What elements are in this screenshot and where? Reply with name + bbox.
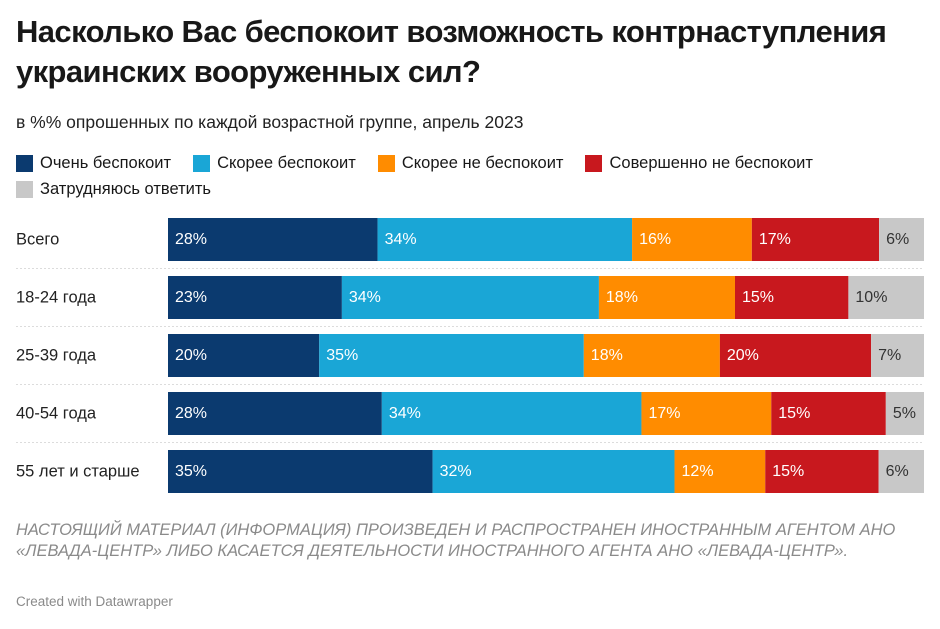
data-label: 35% (175, 463, 207, 480)
legend-label: Затрудняюсь ответить (40, 179, 212, 198)
data-label: 17% (648, 405, 680, 422)
bar-segment (641, 392, 772, 435)
legend-item: Очень беспокоит (16, 154, 171, 173)
chart-subtitle: в %% опрошенных по каждой возрастной гру… (16, 112, 524, 132)
category-label: 18-24 года (16, 289, 97, 307)
data-label: 34% (385, 231, 417, 248)
category-label: Всего (16, 231, 59, 249)
bar-segment (885, 392, 924, 435)
legend-swatch (16, 154, 33, 172)
legend-swatch (377, 154, 395, 172)
data-label: 6% (886, 231, 909, 248)
data-label: 18% (606, 289, 638, 306)
bar-segment (632, 218, 752, 261)
legend-swatch (16, 180, 33, 198)
bar-segment (168, 392, 382, 435)
bar-segment (168, 334, 320, 377)
legend-label: Скорее беспокоит (217, 153, 356, 172)
bar-segment (719, 334, 872, 377)
bar-segment (381, 392, 642, 435)
bar-segment (848, 276, 924, 319)
bar-segment (168, 450, 433, 493)
bar-segment (432, 450, 675, 493)
bar-segment (168, 218, 378, 261)
bar-segment (751, 218, 880, 261)
legend-label: Скорее не беспокоит (401, 153, 564, 172)
legend-item: Скорее беспокоит (193, 154, 356, 173)
data-label: 32% (440, 463, 472, 480)
data-label: 12% (682, 463, 714, 480)
data-label: 35% (326, 347, 358, 364)
foreign-agent-note: НАСТОЯЩИЙ МАТЕРИАЛ (ИНФОРМАЦИЯ) ПРОИЗВЕД… (16, 521, 896, 560)
category-label: 25-39 года (16, 347, 97, 365)
bar-segment (878, 450, 924, 493)
data-label: 15% (742, 289, 774, 306)
data-label: 28% (175, 405, 207, 422)
category-label: 40-54 года (16, 405, 97, 423)
bar-segment (735, 276, 849, 319)
bar-segment (377, 218, 633, 261)
bar-segment (168, 276, 342, 319)
bar-segment (583, 334, 720, 377)
bar-segment (598, 276, 735, 319)
bar-segment (771, 392, 886, 435)
data-label: 17% (759, 231, 791, 248)
data-label: 23% (175, 289, 207, 306)
data-label: 20% (727, 347, 759, 364)
data-label: 34% (389, 405, 421, 422)
legend-row: Затрудняюсь ответить (16, 176, 916, 202)
chart-title: Насколько Вас беспокоит возможность конт… (16, 14, 887, 89)
bar-segment (765, 450, 879, 493)
data-label: 15% (778, 405, 810, 422)
legend-swatch (585, 154, 603, 172)
legend-item: Совершенно не беспокоит (585, 153, 813, 173)
bar-segment (879, 218, 924, 261)
legend-label: Очень беспокоит (40, 153, 172, 172)
data-label: 6% (886, 463, 909, 480)
data-label: 18% (591, 347, 623, 364)
chart-legend: Очень беспокоит Скорее беспокоит Скорее не… (16, 150, 916, 202)
data-label: 7% (878, 347, 901, 364)
bar-segment (871, 334, 924, 377)
bar-segment (341, 276, 599, 319)
legend-label: Совершенно не беспокоит (609, 153, 813, 172)
bar-segment (674, 450, 766, 493)
legend-swatch (193, 154, 211, 172)
data-label: 34% (349, 289, 381, 306)
legend-item: Скорее не беспокоит (377, 153, 564, 173)
data-label: 16% (639, 231, 671, 248)
datawrapper-credit[interactable]: Created with Datawrapper (16, 594, 173, 609)
stacked-bar-chart: Всего 28% 34% 16% 17% 6% 18-24 года 23% 34% 18% 15… (16, 218, 924, 493)
data-label: 20% (175, 347, 207, 364)
bar-segment (319, 334, 584, 377)
legend-item: Затрудняюсь ответить (16, 180, 211, 199)
data-label: 15% (772, 463, 804, 480)
category-label: 55 лет и старше (16, 463, 140, 481)
legend-row: Очень беспокоит Скорее беспокоит Скорее не… (16, 150, 916, 176)
data-label: 10% (855, 289, 887, 306)
data-label: 28% (175, 231, 207, 248)
data-label: 5% (893, 405, 916, 422)
